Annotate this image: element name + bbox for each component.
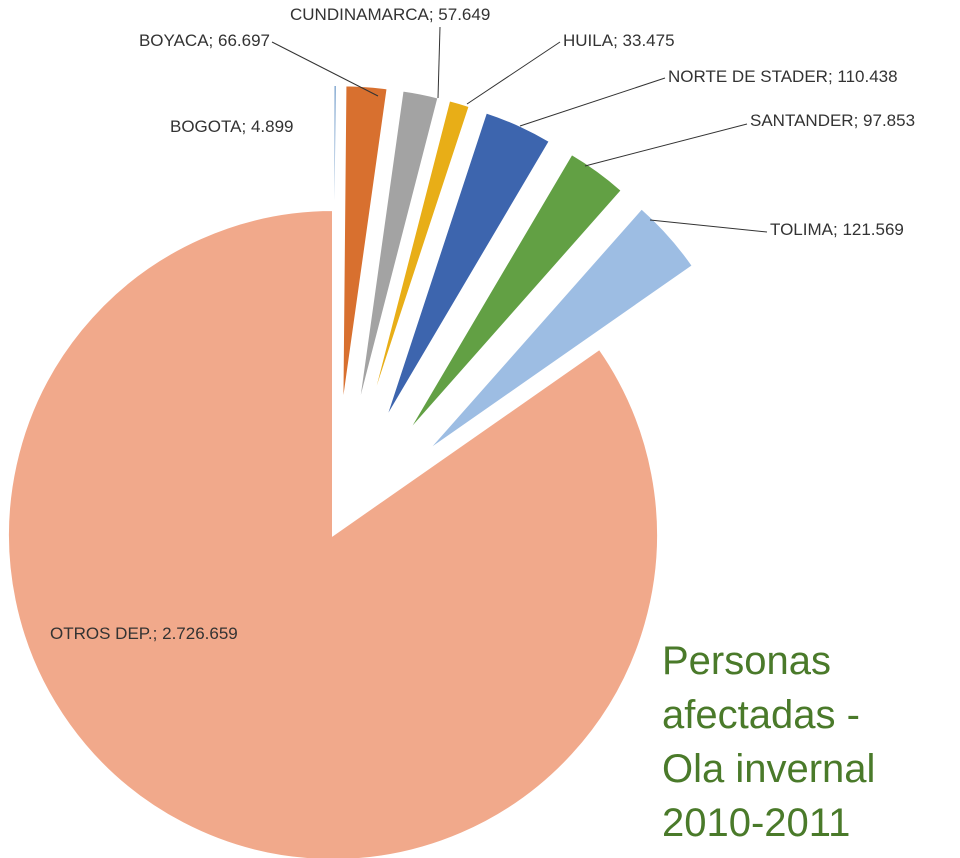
value-label: 2.726.659	[162, 624, 238, 643]
pie-slice	[383, 111, 552, 422]
leader-line	[466, 41, 561, 105]
value-label: 57.649	[438, 5, 490, 24]
leader-line	[271, 41, 379, 97]
label-separator: ;	[854, 111, 863, 130]
category-label: NORTE DE STADER	[668, 67, 828, 86]
value-label: 33.475	[623, 31, 675, 50]
category-label: OTROS DEP.	[50, 624, 153, 643]
label-separator: ;	[828, 67, 837, 86]
leader-line	[519, 77, 666, 127]
pie-slice	[341, 84, 389, 411]
leader-line	[649, 219, 768, 233]
pie-slice	[405, 152, 624, 435]
label-separator: ;	[153, 624, 162, 643]
label-separator: ;	[429, 5, 438, 24]
value-label: 121.569	[842, 220, 903, 239]
data-label: BOGOTA; 4.899	[170, 117, 293, 136]
data-label: BOYACA; 66.697	[139, 31, 270, 50]
pie-slice	[332, 84, 338, 411]
data-label: OTROS DEP.; 2.726.659	[50, 624, 238, 643]
chart-title: Personas afectadas - Ola invernal 2010-2…	[662, 639, 876, 845]
leader-line	[584, 123, 748, 167]
value-label: 97.853	[863, 111, 915, 130]
pie-slice	[425, 206, 695, 453]
value-label: 4.899	[251, 117, 294, 136]
category-label: TOLIMA	[770, 220, 834, 239]
data-label: TOLIMA; 121.569	[770, 220, 904, 239]
label-separator: ;	[833, 220, 842, 239]
data-label: NORTE DE STADER; 110.438	[668, 67, 898, 86]
category-label: BOYACA	[139, 31, 209, 50]
value-label: 66.697	[218, 31, 270, 50]
label-separator: ;	[613, 31, 622, 50]
data-label: HUILA; 33.475	[563, 31, 675, 50]
leader-line	[437, 26, 441, 99]
pie-slice	[367, 99, 471, 416]
category-label: HUILA	[563, 31, 614, 50]
category-label: BOGOTA	[170, 117, 242, 136]
data-label: SANTANDER; 97.853	[750, 111, 915, 130]
category-label: SANTANDER	[750, 111, 854, 130]
label-separator: ;	[209, 31, 218, 50]
data-label: CUNDINAMARCA; 57.649	[290, 5, 490, 24]
value-label: 110.438	[837, 67, 897, 86]
category-label: CUNDINAMARCA	[290, 5, 430, 24]
label-separator: ;	[241, 117, 250, 136]
pie-slice	[7, 208, 659, 858]
